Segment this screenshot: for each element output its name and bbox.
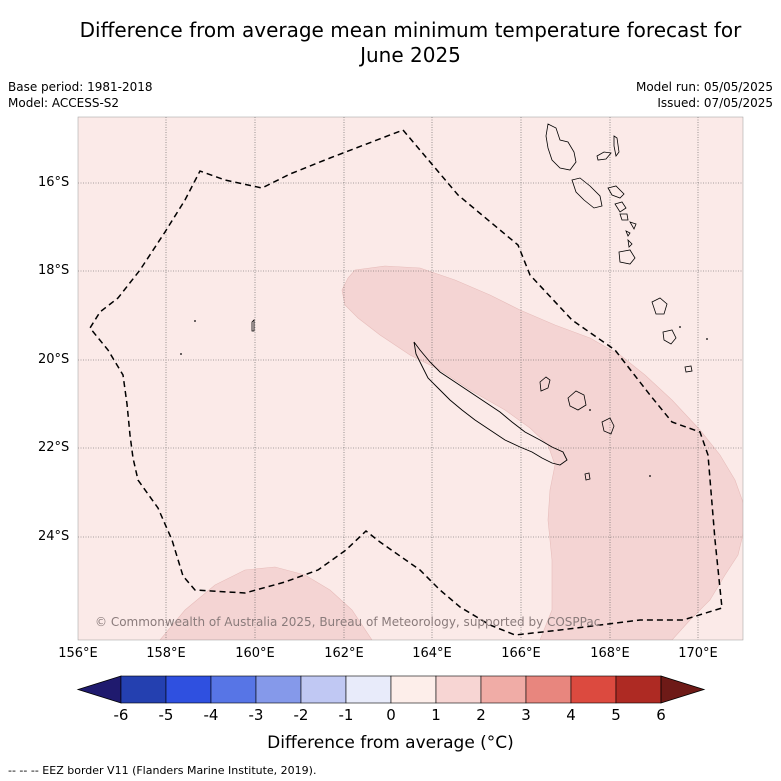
island-loyalty-3: [601, 417, 615, 435]
lon-tick-label: 170°E: [678, 646, 718, 661]
meta-right: Model run: 05/05/2025 Issued: 07/05/2025: [636, 79, 773, 111]
colorbar-label: -6: [113, 706, 129, 724]
colorbar-label: -2: [293, 706, 309, 724]
island-east-2: [662, 329, 677, 345]
issued-date: Issued: 07/05/2025: [657, 96, 773, 110]
island-loyalty-2: [567, 390, 587, 411]
model-name: Model: ACCESS-S2: [8, 96, 120, 110]
colorbar-bin: [120, 675, 167, 704]
colorbar-bin: [165, 675, 212, 704]
island-east-1: [651, 297, 668, 315]
island-ambae: [596, 151, 612, 161]
title-line-1: Difference from average mean minimum tem…: [79, 18, 742, 42]
island-espiritu-santo: [545, 123, 577, 171]
lon-tick-label: 156°E: [58, 646, 98, 661]
lon-tick-label: 160°E: [235, 646, 275, 661]
colorbar-bin: [615, 675, 662, 704]
island-pentecost: [607, 185, 625, 199]
anomaly-region-1-to-2-southwest: [159, 566, 373, 640]
colorbar-bin: [570, 675, 617, 704]
colorbar-label: 6: [656, 706, 666, 724]
colorbar-bin: [210, 675, 257, 704]
colorbar-label: 3: [521, 706, 531, 724]
colorbar-bin: [345, 675, 392, 704]
colorbar-label: -4: [203, 706, 219, 724]
anomaly-region-1-to-2: [341, 265, 743, 640]
island-new-caledonia: [413, 341, 568, 466]
colorbar-label: 0: [386, 706, 396, 724]
colorbar-bin: [300, 675, 347, 704]
title-line-2: June 2025: [360, 43, 461, 67]
eez-legend-note: -- -- -- EEZ border V11 (Flanders Marine…: [8, 764, 317, 777]
colorbar-bin: [435, 675, 482, 704]
copyright-text: © Commonwealth of Australia 2025, Bureau…: [95, 615, 600, 629]
island-walpole: [584, 472, 591, 481]
islet-east-6: [649, 475, 651, 477]
island-east-3: [684, 365, 693, 373]
meta-left: Base period: 1981-2018 Model: ACCESS-S2: [8, 79, 153, 111]
colorbar-bin: [390, 675, 437, 704]
lon-tick-label: 164°E: [412, 646, 452, 661]
eez-border: [89, 129, 723, 636]
lat-tick-label: 16°S: [38, 175, 70, 190]
colorbar-label: -3: [248, 706, 264, 724]
colorbar-label: 4: [566, 706, 576, 724]
islet-east-5: [706, 338, 708, 340]
colorbar-bin: [255, 675, 302, 704]
colorbar-extend-low: [76, 675, 122, 704]
island-efate: [619, 213, 629, 221]
map-frame: [77, 116, 744, 641]
map-title: Difference from average mean minimum tem…: [0, 18, 781, 68]
colorbar-extend-high: [660, 675, 706, 704]
islet-east-7: [589, 409, 591, 411]
colorbar-label: 2: [476, 706, 486, 724]
colorbar-title: Difference from average (°C): [267, 733, 514, 753]
island-loyalty-1: [539, 376, 551, 392]
lat-tick-label: 18°S: [38, 263, 70, 278]
colorbar: [76, 675, 706, 704]
island-maewo: [613, 135, 620, 157]
island-aneityum: [618, 249, 636, 265]
island-malekula: [571, 177, 603, 209]
lat-tick-label: 24°S: [38, 529, 70, 544]
colorbar-label: 5: [611, 706, 621, 724]
colorbar-bin: [525, 675, 572, 704]
colorbar-label: -5: [158, 706, 174, 724]
lat-tick-label: 22°S: [38, 440, 70, 455]
lon-tick-label: 158°E: [146, 646, 186, 661]
islet-west-3: [180, 353, 182, 355]
lat-tick-label: 20°S: [38, 352, 70, 367]
islet-east-4: [679, 326, 681, 328]
island-tanna: [627, 238, 633, 248]
island-erromango: [625, 230, 631, 237]
islet-west-2: [194, 320, 196, 322]
gridlines: [78, 117, 743, 640]
island-shepherd: [629, 221, 637, 230]
lon-tick-label: 166°E: [501, 646, 541, 661]
island-epi: [614, 201, 627, 213]
model-run: Model run: 05/05/2025: [635, 80, 773, 94]
lon-tick-label: 168°E: [590, 646, 630, 661]
base-period: Base period: 1981-2018: [8, 80, 153, 94]
islet-west-1: [251, 319, 255, 332]
colorbar-label: -1: [338, 706, 354, 724]
lon-tick-label: 162°E: [324, 646, 364, 661]
colorbar-label: 1: [431, 706, 441, 724]
colorbar-bin: [480, 675, 527, 704]
